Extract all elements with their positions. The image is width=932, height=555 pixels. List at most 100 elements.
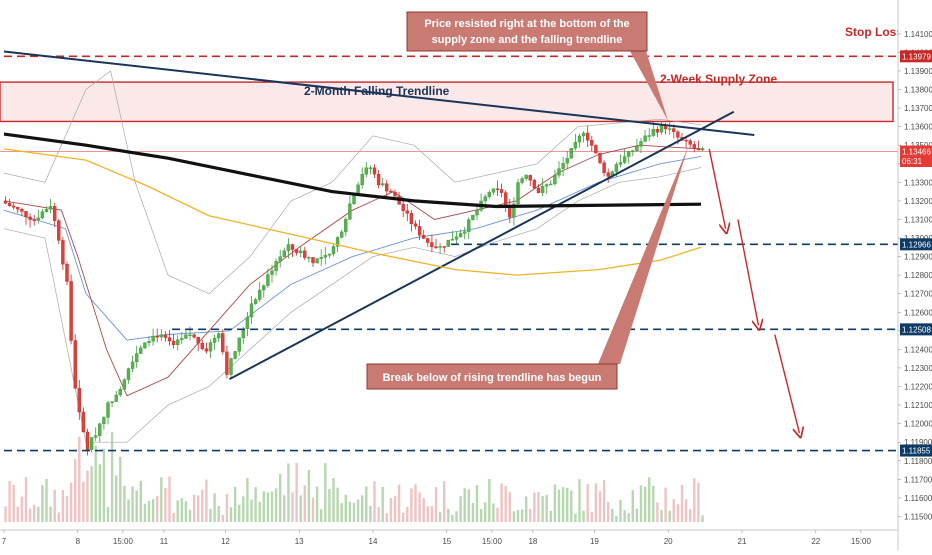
candle-body xyxy=(495,188,500,190)
volume-bar xyxy=(566,487,569,522)
candle-body xyxy=(659,125,664,133)
volume-bar xyxy=(656,502,659,522)
candle-body xyxy=(569,148,573,159)
candle-body xyxy=(151,335,155,342)
volume-bar xyxy=(389,497,393,522)
volume-bar xyxy=(106,507,110,522)
candle-body xyxy=(389,190,393,193)
candle-body xyxy=(278,256,282,262)
x-tick-label: 19 xyxy=(590,537,599,546)
candle-body xyxy=(122,379,127,390)
volume-bar xyxy=(631,490,634,522)
volume-bar xyxy=(582,510,585,522)
y-tick-label: 1.12400 xyxy=(904,345,932,354)
annotation-top-line-1: Price resisted right at the bottom of th… xyxy=(424,18,629,30)
volume-bar xyxy=(78,436,81,522)
y-tick-label: 1.13300 xyxy=(904,178,932,187)
volume-bar xyxy=(635,508,639,522)
candle-body xyxy=(307,257,311,259)
volume-bar xyxy=(283,495,286,522)
candle-body xyxy=(196,336,200,344)
candle-body xyxy=(36,217,40,221)
volume-bar xyxy=(459,496,462,522)
volume-bar xyxy=(274,488,278,522)
candle-body xyxy=(643,135,647,142)
candle-body xyxy=(549,183,553,186)
volume-bar xyxy=(570,490,573,522)
volume-bar xyxy=(110,432,114,522)
candle-body xyxy=(618,162,623,165)
candle-body xyxy=(651,129,655,136)
candle-body xyxy=(684,139,688,142)
candle-body xyxy=(381,183,385,186)
volume-bar xyxy=(197,495,200,522)
volume-bar xyxy=(557,489,561,522)
candle-body xyxy=(622,156,627,163)
candle-body xyxy=(85,431,90,450)
volume-bar xyxy=(131,486,134,522)
candle-body xyxy=(331,246,336,255)
x-tick-label: 15 xyxy=(442,537,451,546)
candle-body xyxy=(32,219,36,221)
price-badge-label: 1.13979 xyxy=(902,52,931,61)
volume-bar xyxy=(213,493,216,522)
volume-bar xyxy=(385,513,388,522)
bollinger-lower xyxy=(3,167,702,443)
x-tick-label: 11 xyxy=(160,537,169,546)
volume-bar xyxy=(365,486,368,522)
volume-bar xyxy=(475,485,479,522)
annotation-top-pointer xyxy=(630,51,669,122)
y-tick-label: 1.12100 xyxy=(904,401,932,410)
candle-body xyxy=(167,337,172,342)
candle-body xyxy=(602,162,606,173)
x-tick-label: 7 xyxy=(2,537,7,546)
candle-body xyxy=(130,361,135,369)
volume-bar xyxy=(299,495,302,522)
volume-bar xyxy=(627,513,630,522)
candle-body xyxy=(134,353,139,363)
volume-bar xyxy=(615,515,618,522)
y-axis-panel xyxy=(898,0,932,550)
candle-body xyxy=(627,151,631,157)
candle-body xyxy=(696,148,701,151)
candle-body xyxy=(253,299,258,304)
y-tick-label: 1.13800 xyxy=(904,86,932,95)
volume-bar xyxy=(69,482,73,522)
candle-body xyxy=(565,158,569,164)
volume-bar xyxy=(525,496,528,522)
candle-body xyxy=(303,250,307,258)
x-tick-label: 15:00 xyxy=(113,537,134,546)
candle-body xyxy=(372,167,377,175)
volume-bar xyxy=(4,506,7,522)
candle-body xyxy=(294,249,299,253)
candle-body xyxy=(344,219,348,233)
ma-red-line xyxy=(3,144,702,397)
x-tick-label: 12 xyxy=(221,537,230,546)
candle-body xyxy=(426,238,430,243)
trendlines-layer xyxy=(3,50,755,380)
annotation-top-line-2: supply zone and the falling trendline xyxy=(432,34,623,46)
volume-bar xyxy=(12,484,15,522)
candle-body xyxy=(163,334,168,338)
volume-bar xyxy=(455,511,458,522)
candle-body xyxy=(323,255,327,258)
candle-body xyxy=(73,340,77,389)
candle-body xyxy=(249,303,254,318)
candle-body xyxy=(483,196,487,202)
volume-bar xyxy=(328,488,331,522)
rising-trendline xyxy=(229,110,735,380)
ma-blue-line xyxy=(3,155,702,341)
x-tick-label: 8 xyxy=(76,537,81,546)
volume-bar xyxy=(151,499,155,522)
price-badge-label: 1.12508 xyxy=(902,325,931,334)
candle-body xyxy=(143,342,147,349)
candle-body xyxy=(422,235,426,239)
volume-bar xyxy=(233,486,237,522)
candle-body xyxy=(647,135,651,137)
candle-body xyxy=(233,351,237,359)
candle-body xyxy=(139,347,143,354)
candle-body xyxy=(385,183,389,192)
candle-body xyxy=(454,236,459,240)
